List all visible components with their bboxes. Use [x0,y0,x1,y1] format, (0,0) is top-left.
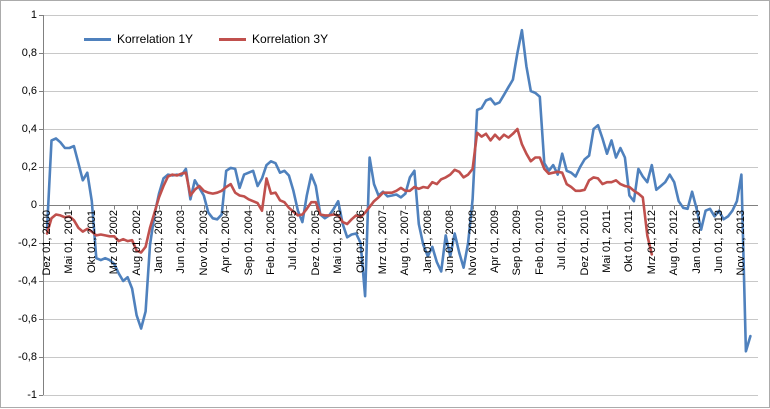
x-tick-label: Mrz 01, 2007 [377,210,389,275]
legend-item-korrelation-1y: Korrelation 1Y [84,32,193,46]
y-tick-label: -0,8 [18,350,37,363]
legend-label-1y: Korrelation 1Y [117,32,194,46]
x-tick-label: Jul 01, 2010 [556,210,569,270]
x-tick-label: Jun 01, 2003 [175,210,188,274]
x-tick-label: Apr 01, 2004 [220,210,233,273]
x-tick-label: Dez 01, 2010 [578,210,591,276]
x-tick-label: Mai 01, 2006 [332,210,345,274]
x-tick-label: Sep 01, 2004 [242,210,255,276]
x-tick-label: Jan 01, 2003 [153,210,165,274]
legend-item-korrelation-3y: Korrelation 3Y [219,32,328,46]
x-tick-label: Jul 01, 2005 [287,210,300,270]
y-tick-label: 0,4 [21,122,37,135]
y-tick-label: -0,2 [18,236,37,249]
x-tick-label: Mrz 01, 2012 [645,210,658,275]
y-tick-label: -0,4 [18,274,37,287]
x-tick-label: Jan 01, 2008 [421,210,434,274]
x-tick-label: Mai 01, 2011 [601,210,613,273]
y-tick-label: 0,2 [21,160,37,173]
x-tick-label: Jun 01, 2013 [713,210,725,274]
x-tick-label: Feb 01, 2010 [533,210,546,275]
x-tick-label: Okt 01, 2011 [623,210,636,273]
x-tick-label: Dez 01, 2000 [41,210,53,276]
x-tick-label: Dez 01, 2005 [309,210,322,276]
series-line-korrelation-1y [45,28,752,353]
x-tick-label: Okt 01, 2006 [354,210,367,273]
legend: Korrelation 1Y Korrelation 3Y [84,32,328,46]
x-tick-label: Feb 01, 2005 [265,210,277,275]
x-tick-label: Mrz 01, 2002 [108,210,121,275]
x-tick-label: Apr 01, 2009 [489,210,501,273]
x-tick-label: Nov 01, 2013 [735,210,748,276]
y-tick-label: 0,8 [21,46,37,59]
x-tick-label: Jan 01, 2013 [690,210,703,274]
y-tick-label: -0,6 [18,312,37,325]
x-tick-label: Aug 01, 2007 [399,210,412,276]
x-tick-label: Aug 01, 2002 [130,210,143,276]
legend-label-3y: Korrelation 3Y [252,32,329,46]
y-tick-label: 1 [30,8,37,21]
x-tick-label: Okt 01, 2001 [85,210,98,273]
y-tick-label: 0 [30,198,37,211]
x-tick-label: Jun 01, 2008 [444,210,457,274]
y-tick-label: 0,6 [21,84,37,97]
legend-line-swatch-3y [219,37,247,41]
x-tick-label: Nov 01, 2008 [466,210,479,276]
series-line-korrelation-3y [45,127,654,256]
x-tick-label: Nov 01, 2003 [197,210,210,276]
x-tick-label: Mai 01, 2001 [63,210,76,274]
legend-line-swatch-1y [84,37,111,41]
y-tick-label: -1 [27,388,37,401]
x-tick-label: Aug 01, 2012 [668,210,681,276]
x-tick-label: Sep 01, 2009 [511,210,524,276]
